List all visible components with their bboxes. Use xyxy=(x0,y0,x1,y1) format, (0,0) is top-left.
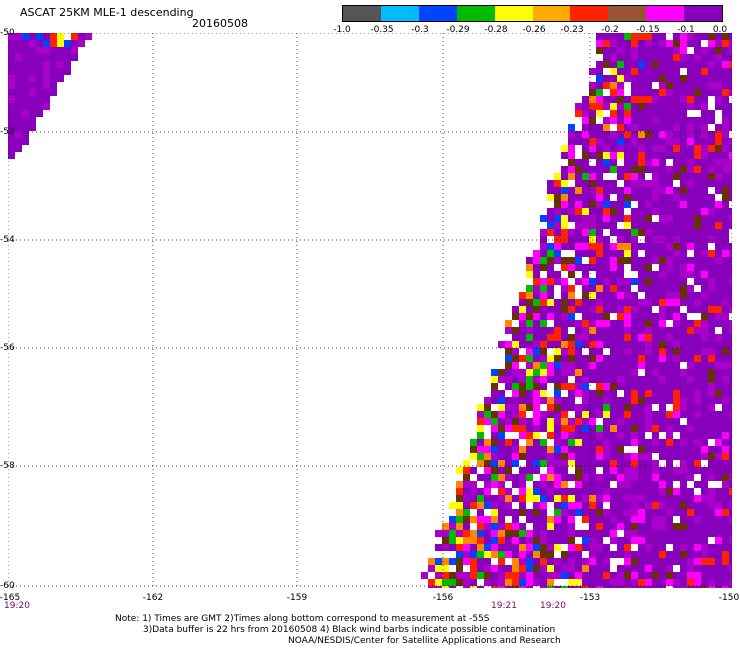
map-plot xyxy=(8,33,732,588)
time-label: 19:20 xyxy=(540,601,566,611)
colorbar-tick-label: -0.15 xyxy=(636,25,660,35)
lon-label: -165 xyxy=(0,593,21,603)
colorbar-segment xyxy=(380,6,419,21)
colorbar-segment xyxy=(418,6,457,21)
colorbar-tick-label: -0.3 xyxy=(411,25,429,35)
lat-label: -60 xyxy=(0,581,15,591)
colorbar-tick-label: 0.0 xyxy=(712,25,728,35)
colorbar-tick-label: -0.28 xyxy=(484,25,508,35)
note-line: 3)Data buffer is 22 hrs from 20160508 4)… xyxy=(143,625,556,635)
colorbar-segment xyxy=(456,6,495,21)
swath-cells xyxy=(421,33,732,588)
colorbar-tick-label: -1.0 xyxy=(333,25,351,35)
colorbar-tick-label: -0.29 xyxy=(446,25,470,35)
lat-label: -58 xyxy=(0,461,15,471)
colorbar-segment xyxy=(532,6,571,21)
note-line: Note: 1) Times are GMT 2)Times along bot… xyxy=(115,614,490,624)
colorbar-segment xyxy=(646,6,685,21)
product-title: ASCAT 25KM MLE-1 descending xyxy=(20,6,194,19)
colorbar-tick-label: -0.23 xyxy=(560,25,584,35)
lon-label: -159 xyxy=(286,593,308,603)
colorbar-tick-label: -0.35 xyxy=(370,25,394,35)
time-label: 19:21 xyxy=(491,601,517,611)
lon-label: -156 xyxy=(432,593,454,603)
swath-patch-northwest xyxy=(8,33,92,159)
colorbar-segment xyxy=(494,6,533,21)
credit-line: NOAA/NESDIS/Center for Satellite Applica… xyxy=(288,636,561,646)
lat-label: -52 xyxy=(0,127,15,137)
lon-label: -162 xyxy=(142,593,164,603)
time-label: 19:20 xyxy=(4,601,30,611)
lat-label: -54 xyxy=(0,235,15,245)
colorbar-labels: -1.0 -0.35 -0.3 -0.29 -0.28 -0.26 -0.23 -0.2 -0.… xyxy=(330,25,740,37)
colorbar xyxy=(342,5,723,22)
lat-label: -56 xyxy=(0,343,15,353)
colorbar-segment xyxy=(343,6,381,21)
lat-label: -50 xyxy=(0,28,15,38)
colorbar-tick-label: -0.2 xyxy=(601,25,619,35)
colorbar-tick-label: -0.26 xyxy=(522,25,546,35)
lon-label: -153 xyxy=(579,593,601,603)
date-label: 20160508 xyxy=(192,17,248,30)
colorbar-segment xyxy=(570,6,609,21)
colorbar-segment xyxy=(684,6,723,21)
colorbar-segment xyxy=(608,6,647,21)
lon-label: -150 xyxy=(718,593,740,603)
colorbar-tick-label: -0.1 xyxy=(677,25,695,35)
